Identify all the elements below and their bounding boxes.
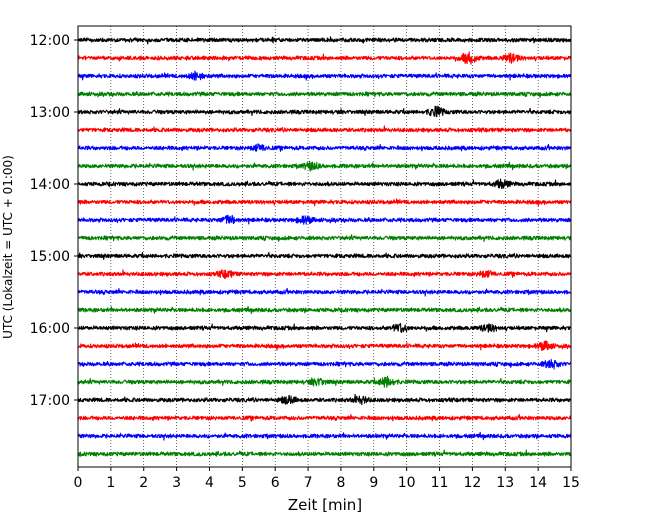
trace-1630 bbox=[77, 358, 572, 370]
trace-1745 bbox=[77, 449, 572, 458]
trace-1700 bbox=[77, 393, 572, 406]
trace-1615 bbox=[77, 340, 572, 351]
y-tick-label: 17:00 bbox=[30, 393, 70, 409]
trace-1230 bbox=[77, 70, 572, 81]
x-tick-label: 2 bbox=[139, 475, 148, 491]
x-axis-label: Zeit [min] bbox=[288, 496, 362, 514]
trace-1515 bbox=[77, 269, 572, 280]
x-tick-label: 3 bbox=[172, 475, 181, 491]
x-tick-label: 13 bbox=[496, 475, 514, 491]
trace-1415 bbox=[77, 198, 572, 207]
trace-1600 bbox=[77, 322, 572, 334]
trace-1645 bbox=[77, 375, 572, 388]
y-axis-ticks: 12:00 13:00 14:00 15:00 16:00 17:00 bbox=[30, 33, 78, 409]
trace-1530 bbox=[77, 287, 572, 297]
trace-1445 bbox=[77, 234, 572, 242]
y-tick-label: 12:00 bbox=[30, 33, 70, 49]
trace-1400 bbox=[77, 178, 572, 190]
trace-1200 bbox=[77, 36, 572, 45]
trace-1545 bbox=[77, 305, 572, 315]
x-tick-label: 11 bbox=[431, 475, 449, 491]
trace-1715 bbox=[77, 413, 572, 422]
trace-1300 bbox=[77, 105, 572, 118]
x-tick-label: 0 bbox=[74, 475, 83, 491]
x-tick-label: 5 bbox=[238, 475, 247, 491]
x-tick-label: 9 bbox=[369, 475, 378, 491]
y-tick-label: 14:00 bbox=[30, 177, 70, 193]
x-tick-label: 14 bbox=[529, 475, 547, 491]
x-tick-label: 12 bbox=[463, 475, 481, 491]
plot-frame bbox=[77, 25, 572, 468]
x-tick-label: 1 bbox=[106, 475, 115, 491]
trace-1315 bbox=[77, 125, 572, 133]
y-tick-label: 13:00 bbox=[30, 105, 70, 121]
y-axis-label: UTC (Lokalzeit = UTC + 01:00) bbox=[1, 155, 15, 339]
trace-1730 bbox=[77, 431, 572, 441]
trace-1345 bbox=[77, 160, 572, 172]
trace-1215 bbox=[77, 51, 572, 65]
trace-1330 bbox=[77, 143, 572, 152]
trace-1430 bbox=[77, 214, 572, 225]
y-tick-label: 15:00 bbox=[30, 249, 70, 265]
x-tick-label: 8 bbox=[336, 475, 345, 491]
trace-1245 bbox=[77, 90, 572, 98]
trace-1500 bbox=[77, 251, 572, 261]
x-tick-label: 7 bbox=[304, 475, 313, 491]
x-tick-label: 6 bbox=[271, 475, 280, 491]
y-tick-label: 16:00 bbox=[30, 321, 70, 337]
x-tick-label: 10 bbox=[398, 475, 416, 491]
x-tick-label: 15 bbox=[562, 475, 580, 491]
x-axis-ticks: 0 1 2 3 4 5 6 7 8 9 10 11 12 13 14 15 bbox=[74, 467, 580, 491]
x-tick-label: 4 bbox=[205, 475, 214, 491]
plot-background bbox=[78, 26, 571, 467]
trace-group bbox=[77, 36, 572, 458]
